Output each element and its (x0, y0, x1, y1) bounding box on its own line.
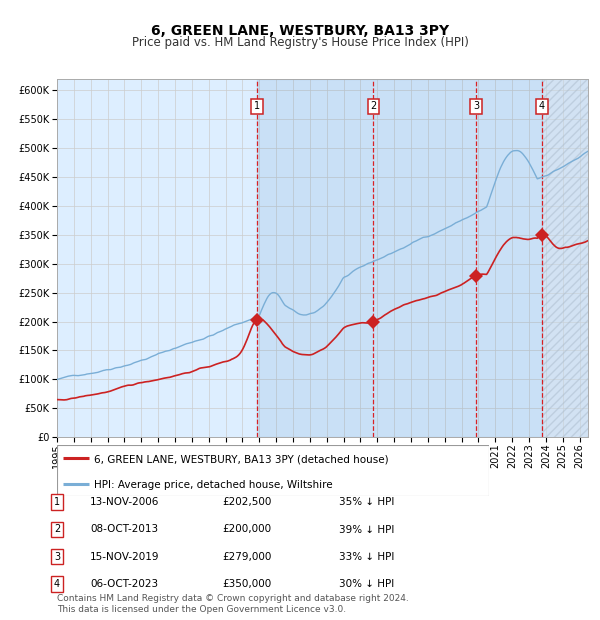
Text: 2: 2 (370, 102, 377, 112)
Text: 3: 3 (54, 552, 60, 562)
Text: 1: 1 (54, 497, 60, 507)
Text: 08-OCT-2013: 08-OCT-2013 (90, 525, 158, 534)
Text: £279,000: £279,000 (222, 552, 271, 562)
Bar (542, 79, 588, 437)
Bar (542, 79, 588, 437)
Text: 1: 1 (254, 102, 260, 112)
Bar (257, 79, 542, 437)
Text: £350,000: £350,000 (222, 579, 271, 589)
Text: 2: 2 (54, 525, 60, 534)
Text: 33% ↓ HPI: 33% ↓ HPI (339, 552, 394, 562)
Text: 3: 3 (473, 102, 479, 112)
Text: 30% ↓ HPI: 30% ↓ HPI (339, 579, 394, 589)
Text: Contains HM Land Registry data © Crown copyright and database right 2024.
This d: Contains HM Land Registry data © Crown c… (57, 595, 409, 614)
Text: HPI: Average price, detached house, Wiltshire: HPI: Average price, detached house, Wilt… (94, 480, 332, 490)
Text: 06-OCT-2023: 06-OCT-2023 (90, 579, 158, 589)
Text: Price paid vs. HM Land Registry's House Price Index (HPI): Price paid vs. HM Land Registry's House … (131, 36, 469, 49)
Text: 39% ↓ HPI: 39% ↓ HPI (339, 525, 394, 534)
Text: 4: 4 (54, 579, 60, 589)
Text: £202,500: £202,500 (222, 497, 271, 507)
Text: £200,000: £200,000 (222, 525, 271, 534)
Text: 35% ↓ HPI: 35% ↓ HPI (339, 497, 394, 507)
Text: 6, GREEN LANE, WESTBURY, BA13 3PY (detached house): 6, GREEN LANE, WESTBURY, BA13 3PY (detac… (94, 454, 388, 464)
Text: 15-NOV-2019: 15-NOV-2019 (90, 552, 160, 562)
Text: 6, GREEN LANE, WESTBURY, BA13 3PY: 6, GREEN LANE, WESTBURY, BA13 3PY (151, 24, 449, 38)
Text: 4: 4 (539, 102, 545, 112)
Text: 13-NOV-2006: 13-NOV-2006 (90, 497, 160, 507)
